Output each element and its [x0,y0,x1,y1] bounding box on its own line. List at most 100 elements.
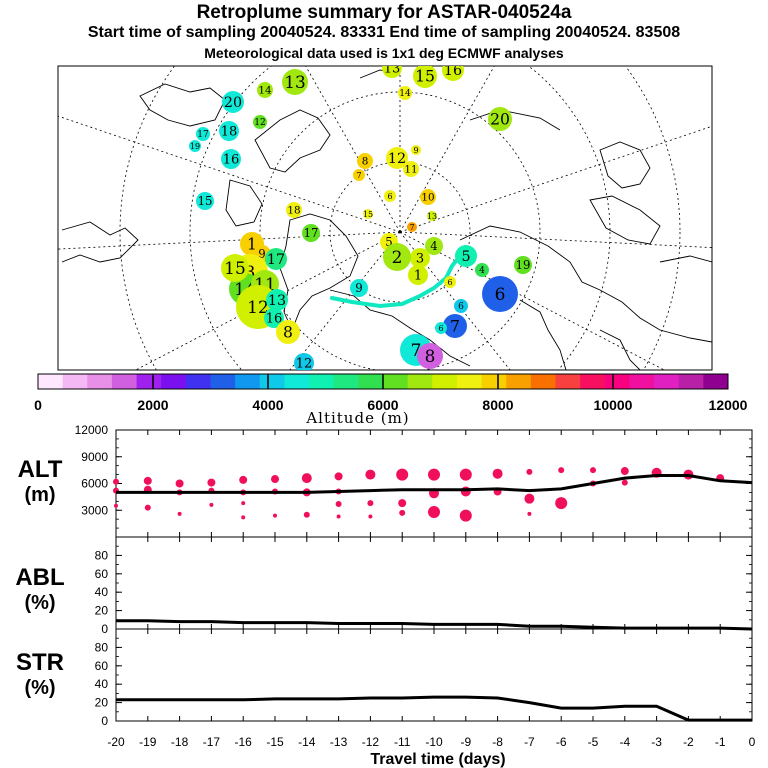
x-tick-label: -18 [171,735,189,749]
y-tick-label: 12000 [75,423,109,437]
alt-scatter-point [114,503,118,508]
plume-cluster: 6 [482,276,518,312]
plume-cluster: 16 [442,63,464,81]
y-tick-label: 0 [101,714,108,728]
cluster-label: 14 [399,89,411,99]
alt-scatter-point [143,476,152,485]
cluster-label: 15 [415,67,435,85]
x-tick-label: -19 [139,735,157,749]
cluster-label: 1 [414,269,422,284]
cluster-label: 12 [254,118,266,128]
cluster-label: 18 [287,205,300,217]
alt-scatter-point [335,501,342,508]
plume-cluster: 7 [353,169,365,181]
x-tick-label: -8 [492,735,503,749]
alt-scatter-point [334,472,343,481]
cluster-label: 13 [427,212,437,221]
x-tick-label: -2 [683,735,694,749]
alt-scatter-point [590,467,596,474]
x-axis-ticks: -20 -19 -18 -17 -16 -15 -14 -13 -12 -11 -10 -9 -8 -7-… [107,735,755,749]
colorbar-cell [506,374,532,389]
y-tick-label: 20 [95,696,109,710]
cluster-label: 17 [304,226,319,240]
plume-cluster: 8 [417,343,443,369]
cluster-label: 1 [247,235,257,253]
cluster-label: 18 [221,125,238,140]
y-tick-label: 60 [95,567,109,581]
y-tick-label: 6000 [81,477,108,491]
cluster-label: 7 [356,171,361,180]
colorbar-cell [111,374,138,389]
x-tick-label: -11 [394,735,411,749]
cluster-label: 19 [516,258,531,272]
x-tick-label: -15 [266,735,284,749]
cluster-label: 20 [490,110,510,128]
x-tick-label: 0 [749,735,756,749]
cluster-label: 16 [444,63,462,79]
plume-cluster: 12 [386,147,408,169]
alt-scatter-point [398,499,407,508]
colorbar-cell [432,374,458,389]
y-tick-label: 40 [95,585,109,599]
y-tick-label: 20 [95,604,109,618]
colorbar-label: Altitude (m) [305,409,409,427]
plume-cluster: 13 [382,66,402,78]
plume-cluster: 9 [411,145,421,155]
x-tick-label: -4 [619,735,630,749]
alt-scatter-point [368,514,373,519]
plume-cluster: 13 [427,211,437,221]
alt-axis-unit: (m) [24,484,55,506]
plume-cluster: 15 [196,192,214,210]
plume-cluster: 17 [196,127,210,141]
plume-cluster: 15 [363,209,373,219]
alt-scatter-point [241,501,246,506]
x-tick-label: -20 [107,735,125,749]
x-tick-label: -1 [715,735,726,749]
alt-scatter-point [620,467,629,476]
cluster-label: 19 [190,142,200,151]
cluster-label: 11 [404,164,417,176]
y-tick-label: 80 [95,640,109,654]
x-tick-label: -14 [298,735,316,749]
alt-axis-label: ALT [18,456,63,483]
alt-scatter-point [271,475,279,484]
colorbar-cell [580,374,606,389]
plume-cluster: 7 [407,222,417,232]
colorbar-tick-label: 4000 [252,397,283,413]
colorbar-tick-label: 6000 [367,397,398,413]
alt-scatter-point [144,504,151,511]
x-axis-label: Travel time (days) [370,751,505,768]
altitude-scatter [113,467,725,522]
colorbar-cell [407,374,433,389]
cluster-label: 7 [409,223,414,232]
str-axis-label: STR [16,649,64,676]
x-tick-label: -17 [203,735,221,749]
cluster-label: 9 [258,247,265,261]
alt-panel: 3000 6000 9000 12000 ALT (m) [18,423,753,538]
x-tick-label: -13 [330,735,348,749]
cluster-label: 6 [387,192,392,201]
cluster-label: 8 [283,323,293,341]
cluster-label: 4 [479,266,485,276]
cluster-label: 9 [413,146,418,155]
colorbar-cell [87,374,113,389]
cluster-label: 12 [296,357,313,372]
alt-scatter-point [526,468,533,475]
cluster-label: 6 [495,285,506,305]
plume-cluster: 18 [219,121,239,141]
colorbar-tick-label: 10000 [594,397,633,413]
plume-cluster: 9 [350,279,368,297]
alt-scatter-point [301,473,312,484]
alt-scatter-point [396,468,409,481]
plume-cluster: 17 [302,224,320,242]
met-data-note: Meteorological data used is 1x1 deg ECMW… [204,45,564,61]
alt-scatter-point [365,469,376,480]
cluster-label: 16 [266,312,283,327]
colorbar-cell [235,374,261,389]
cluster-label: 6 [438,324,443,333]
alt-mean-line [116,474,753,494]
alt-scatter-point [428,506,440,519]
colorbar-cell [185,374,211,389]
